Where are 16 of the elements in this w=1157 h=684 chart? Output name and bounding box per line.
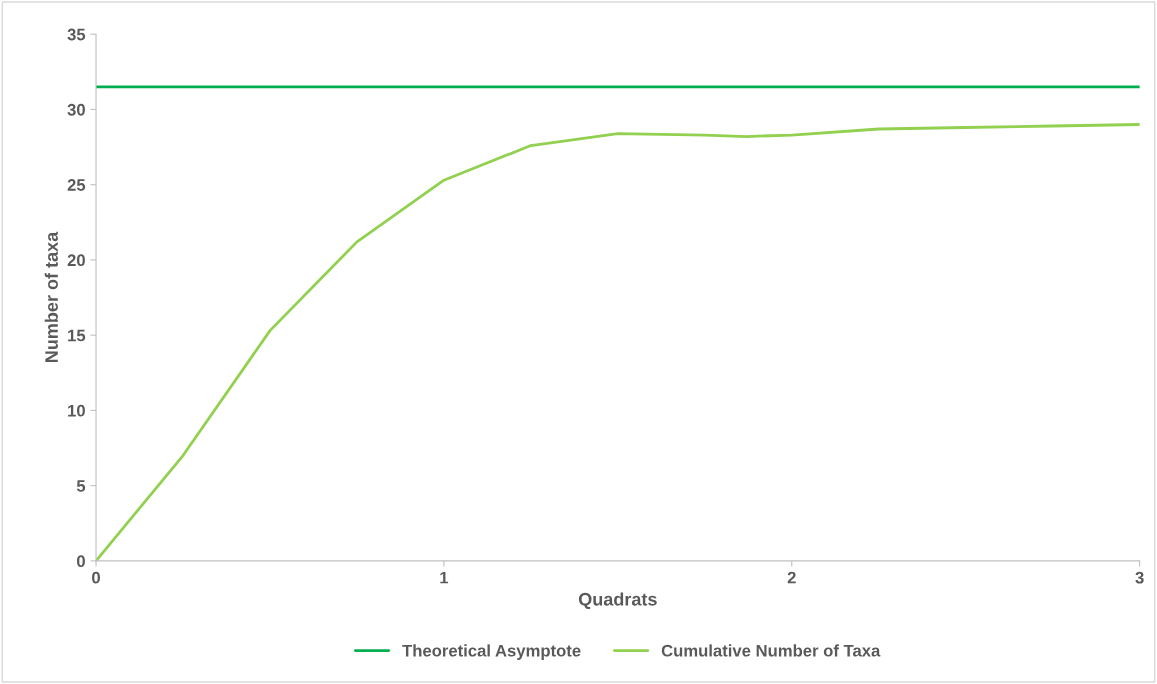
y-tick-label: 15 [68, 329, 86, 342]
legend-label: Theoretical Asymptote [402, 644, 581, 660]
y-axis-title: Number of taxa [44, 231, 58, 363]
y-tick-label: 25 [67, 179, 86, 191]
y-tick-label: 10 [68, 404, 85, 417]
legend-label: Cumulative Number of Taxa [661, 644, 881, 657]
x-tick-label: 0 [92, 571, 100, 584]
x-tick-label: 1 [440, 571, 449, 584]
x-tick-label: 3 [1135, 571, 1144, 584]
y-tick-label: 0 [77, 555, 85, 568]
y-tick-label: 35 [67, 28, 86, 41]
x-tick-label: 2 [787, 571, 796, 584]
y-tick-label: 5 [76, 480, 86, 492]
y-tick-label: 20 [67, 254, 85, 267]
y-tick-label: 30 [67, 103, 85, 116]
x-axis-title: Quadrats [578, 592, 657, 610]
